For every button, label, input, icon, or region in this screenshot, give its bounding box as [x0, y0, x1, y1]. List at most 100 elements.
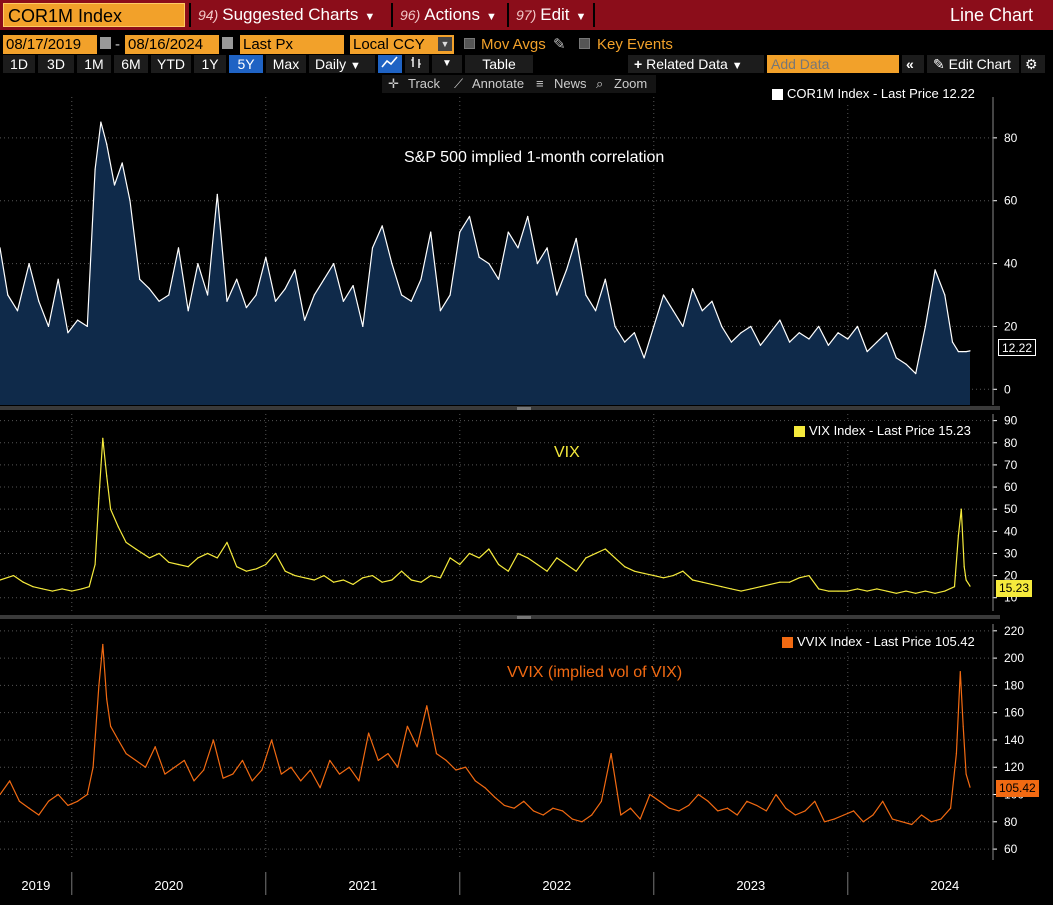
- timeframe-1m[interactable]: 1M: [77, 55, 111, 73]
- y-tick-label: 50: [1004, 502, 1018, 516]
- frequency-select[interactable]: Daily ▼: [309, 55, 375, 73]
- timeframe-max[interactable]: Max: [266, 55, 306, 73]
- cor1m-legend[interactable]: COR1M Index - Last Price 12.22: [765, 84, 981, 104]
- data-point: [9, 780, 11, 782]
- bar-chart-icon[interactable]: [405, 55, 429, 73]
- data-point: [814, 800, 816, 802]
- data-point: [94, 563, 96, 566]
- mov-avgs-checkbox[interactable]: [464, 38, 475, 49]
- data-point: [682, 325, 684, 328]
- end-date-field[interactable]: 08/16/2024: [125, 35, 219, 54]
- vvix-legend[interactable]: VVIX Index - Last Price 105.42: [775, 632, 981, 652]
- actions-menu[interactable]: 96) Actions ▼: [394, 3, 497, 27]
- data-point: [736, 814, 738, 816]
- caret-down-icon: ▼: [364, 11, 376, 23]
- data-point: [497, 278, 500, 280]
- chart-type-label: Line Chart: [949, 5, 1033, 25]
- mov-avgs-label[interactable]: Mov Avgs: [481, 36, 546, 53]
- start-date-field[interactable]: 08/17/2019: [3, 35, 97, 54]
- track-tool[interactable]: Track: [408, 76, 441, 91]
- data-point: [876, 588, 878, 590]
- zoom-tool[interactable]: Zoom: [614, 76, 648, 91]
- annotate-icon[interactable]: ⟋: [454, 76, 464, 91]
- data-point: [721, 586, 723, 588]
- data-point: [591, 814, 593, 816]
- data-point: [542, 814, 544, 816]
- collapse-icon[interactable]: «: [902, 55, 924, 73]
- data-point: [164, 773, 166, 775]
- news-icon[interactable]: ≡: [536, 76, 544, 91]
- timeframe-1d[interactable]: 1D: [3, 55, 35, 73]
- key-events-label[interactable]: Key Events: [597, 36, 673, 53]
- data-point: [102, 437, 104, 439]
- data-point: [924, 325, 926, 328]
- x-tick-label: 2021: [348, 878, 377, 893]
- data-point: [610, 752, 612, 755]
- data-point: [342, 300, 344, 302]
- data-point: [236, 566, 238, 568]
- data-point: [400, 294, 403, 296]
- data-point: [358, 780, 360, 782]
- data-point: [940, 818, 942, 820]
- data-point: [57, 278, 59, 280]
- data-point: [391, 262, 393, 265]
- pencil-icon[interactable]: ✎: [553, 36, 566, 53]
- crosshair-icon[interactable]: ✛: [388, 76, 399, 91]
- data-point: [872, 814, 874, 816]
- suggested-charts-menu[interactable]: 94) Suggested Charts ▼: [192, 3, 375, 27]
- data-point: [241, 759, 244, 762]
- data-point: [798, 332, 800, 334]
- zoom-icon[interactable]: ⌕: [596, 76, 604, 91]
- data-point: [420, 278, 422, 280]
- security-field[interactable]: COR1M Index: [3, 3, 185, 27]
- key-events-checkbox[interactable]: [579, 38, 590, 49]
- vix-last-price: 15.23: [996, 580, 1033, 597]
- calendar-icon[interactable]: [100, 37, 111, 49]
- vix-legend[interactable]: VIX Index - Last Price 15.23: [787, 421, 977, 441]
- data-point: [934, 592, 936, 594]
- timeframe-6m[interactable]: 6M: [114, 55, 148, 73]
- gear-icon[interactable]: ⚙: [1021, 55, 1045, 73]
- data-point: [818, 588, 820, 590]
- data-point: [251, 780, 253, 782]
- currency-select[interactable]: Local CCY: [350, 35, 454, 54]
- data-point: [323, 574, 325, 577]
- field-select[interactable]: Last Px: [240, 35, 344, 54]
- data-point: [668, 807, 670, 809]
- data-point: [125, 541, 127, 543]
- timeframe-3d[interactable]: 3D: [38, 55, 74, 73]
- edit-chart-button[interactable]: ✎ Edit Chart: [927, 55, 1019, 73]
- data-point: [32, 586, 34, 588]
- data-point: [769, 332, 771, 334]
- menu-divider: [391, 3, 393, 27]
- timeframe-5y[interactable]: 5Y: [229, 55, 263, 73]
- data-point: [604, 548, 606, 550]
- news-tool[interactable]: News: [554, 76, 587, 91]
- data-point: [47, 325, 50, 328]
- data-point: [406, 725, 408, 727]
- edit-menu[interactable]: 97) Edit ▼: [510, 3, 586, 27]
- calendar-icon[interactable]: [222, 37, 233, 49]
- related-data-button[interactable]: + Related Data ▼: [628, 55, 764, 73]
- data-point: [594, 552, 597, 555]
- y-tick-label: 160: [1004, 706, 1024, 720]
- timeframe-ytd[interactable]: YTD: [151, 55, 191, 73]
- annotate-tool[interactable]: Annotate: [472, 76, 525, 91]
- data-point: [80, 588, 83, 590]
- table-button[interactable]: Table: [465, 55, 533, 73]
- data-point: [86, 793, 88, 796]
- data-point: [765, 810, 767, 812]
- chevron-down-icon[interactable]: ▼: [432, 55, 462, 73]
- data-point: [901, 821, 903, 823]
- data-point: [377, 759, 379, 762]
- data-point: [965, 350, 967, 353]
- x-tick-label: 2022: [542, 878, 571, 893]
- chevron-down-icon[interactable]: ▼: [438, 37, 452, 51]
- timeframe-1y[interactable]: 1Y: [194, 55, 226, 73]
- add-data-input[interactable]: Add Data: [767, 55, 899, 73]
- series-line: [0, 437, 971, 594]
- data-point: [47, 800, 50, 802]
- line-chart-icon[interactable]: [378, 55, 402, 73]
- data-point: [294, 574, 296, 577]
